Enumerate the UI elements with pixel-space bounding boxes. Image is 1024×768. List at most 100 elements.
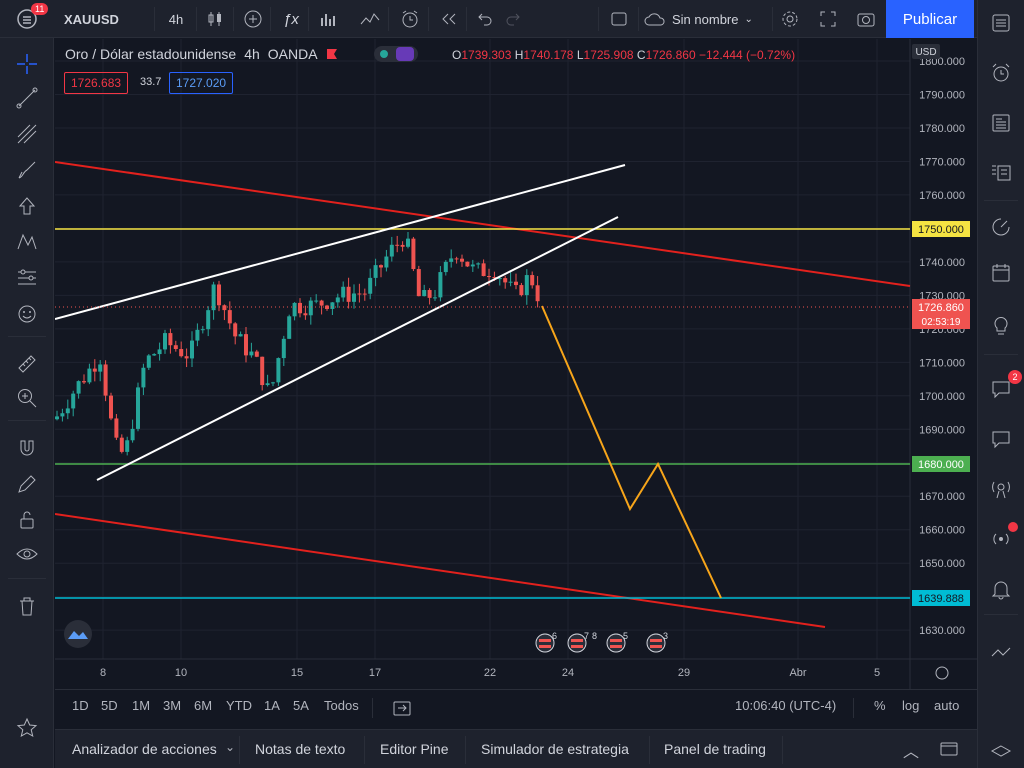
market-status-pill[interactable]	[373, 46, 418, 62]
undo-icon	[478, 13, 492, 26]
tab-trading-panel[interactable]: Panel de trading	[664, 741, 766, 757]
alert-button[interactable]	[394, 0, 426, 38]
redo-button[interactable]	[500, 0, 526, 38]
hotlist-button[interactable]	[984, 212, 1018, 242]
trendline-tool[interactable]	[10, 84, 44, 112]
chevron-up-icon[interactable]: ︿	[903, 744, 920, 761]
zoom-tool[interactable]	[10, 384, 44, 412]
sell-price-box[interactable]: 1726.683	[64, 72, 129, 94]
replay-button[interactable]	[434, 0, 464, 38]
wedge-upper-line[interactable]	[55, 164, 626, 320]
candle-body	[303, 313, 308, 316]
fullscreen-button[interactable]	[814, 0, 842, 38]
menu-button[interactable]: 11	[0, 0, 54, 38]
close-label: C	[636, 48, 646, 62]
flag-stripe	[539, 645, 551, 648]
shapes-tool[interactable]	[10, 192, 44, 220]
compare-chart-button[interactable]	[354, 0, 386, 38]
streams-button[interactable]	[984, 474, 1018, 504]
news-button[interactable]	[984, 108, 1018, 138]
fib-tool[interactable]	[10, 120, 44, 148]
snapshot-button[interactable]	[852, 0, 880, 38]
public-chats-button[interactable]	[984, 424, 1018, 454]
candle-body	[92, 368, 97, 372]
brush-tool[interactable]	[10, 156, 44, 184]
alerts-button[interactable]	[984, 58, 1018, 88]
templates-button[interactable]	[312, 0, 344, 38]
chart-legend: Oro / Dólar estadounidense 4h OANDA	[65, 46, 418, 62]
lower-red-trendline[interactable]	[55, 513, 826, 628]
prediction-tool[interactable]	[10, 264, 44, 292]
range-ytd[interactable]: YTD	[226, 698, 252, 713]
measure-tool[interactable]	[10, 350, 44, 378]
layout-menu[interactable]: Sin nombre ⌄	[644, 0, 770, 38]
range-6m[interactable]: 6M	[194, 698, 213, 713]
interval-button[interactable]: 4h	[168, 11, 184, 27]
goto-date-icon[interactable]	[392, 699, 412, 717]
flag-icon[interactable]	[326, 48, 338, 60]
tab-stock-screener[interactable]: Analizador de acciones	[72, 741, 217, 757]
range-5a[interactable]: 5A	[293, 698, 309, 713]
candle-body	[114, 418, 119, 438]
indicators-button[interactable]: ƒx	[276, 0, 306, 38]
tab-pine-editor[interactable]: Editor Pine	[380, 741, 449, 757]
chevron-down-icon[interactable]: ⌄	[225, 740, 236, 754]
dom-button[interactable]	[984, 638, 1018, 668]
log-scale-toggle[interactable]: log	[902, 698, 920, 713]
candle-body	[71, 393, 76, 409]
auto-scale-toggle[interactable]: auto	[934, 698, 960, 713]
data-icon	[395, 47, 414, 61]
pattern-tool[interactable]	[10, 228, 44, 256]
notifications-button[interactable]	[984, 574, 1018, 604]
top-toolbar: 11 XAUUSD 4h ƒx Sin nombre ⌄	[0, 0, 1024, 38]
economic-events[interactable]: 6 7 5 3 8	[535, 631, 668, 653]
candle-body	[373, 265, 378, 278]
fullscreen-select-button[interactable]	[604, 0, 634, 38]
upper-red-trendline[interactable]	[55, 161, 911, 287]
projection-path[interactable]	[541, 305, 722, 599]
settings-button[interactable]	[776, 0, 804, 38]
symbol-search[interactable]: XAUUSD	[64, 11, 119, 27]
compare-button[interactable]	[238, 0, 268, 38]
axis-settings-icon[interactable]	[935, 666, 949, 680]
clock-timezone[interactable]: 10:06:40 (UTC-4)	[735, 698, 837, 713]
chart-type-button[interactable]	[200, 0, 230, 38]
remove-tool[interactable]	[10, 592, 44, 620]
range-todos[interactable]: Todos	[324, 698, 359, 713]
range-5d[interactable]: 5D	[101, 698, 118, 713]
price-chart[interactable]: 1800.0001790.0001780.0001770.0001760.000…	[55, 39, 977, 689]
magnet-tool[interactable]	[10, 434, 44, 462]
lock-tool[interactable]	[10, 506, 44, 534]
range-3m[interactable]: 3M	[163, 698, 182, 713]
favorites-tool[interactable]	[10, 714, 44, 742]
candle-body	[319, 300, 324, 306]
candle-body	[416, 269, 421, 297]
data-window-icon	[992, 165, 1011, 181]
chats-button[interactable]	[984, 374, 1018, 404]
tradingview-logo[interactable]	[64, 620, 92, 648]
price-axis[interactable]	[910, 39, 977, 659]
ideas-button[interactable]	[984, 310, 1018, 340]
buy-price-box[interactable]: 1727.020	[169, 72, 234, 94]
stay-drawing-tool[interactable]	[10, 470, 44, 498]
tab-text-notes[interactable]: Notas de texto	[255, 741, 346, 757]
undo-button[interactable]	[472, 0, 498, 38]
calendar-button[interactable]	[984, 258, 1018, 288]
maximize-icon[interactable]	[939, 741, 959, 757]
live-button[interactable]	[984, 524, 1018, 554]
crosshair-tool[interactable]	[10, 50, 44, 78]
open-value: 1739.303	[461, 48, 512, 62]
hide-tool[interactable]	[10, 540, 44, 568]
time-tick: 10	[175, 667, 187, 679]
icons-tool[interactable]	[10, 300, 44, 328]
layers-button[interactable]	[984, 738, 1018, 768]
data-window-button[interactable]	[984, 158, 1018, 188]
publish-button[interactable]: Publicar	[886, 0, 974, 38]
watchlist-button[interactable]	[984, 8, 1018, 38]
tab-strategy-tester[interactable]: Simulador de estrategia	[481, 741, 629, 757]
range-1a[interactable]: 1A	[264, 698, 280, 713]
range-1m[interactable]: 1M	[132, 698, 151, 713]
percent-scale-toggle[interactable]: %	[874, 698, 886, 713]
wedge-lower-line[interactable]	[96, 216, 619, 481]
range-1d[interactable]: 1D	[72, 698, 89, 713]
